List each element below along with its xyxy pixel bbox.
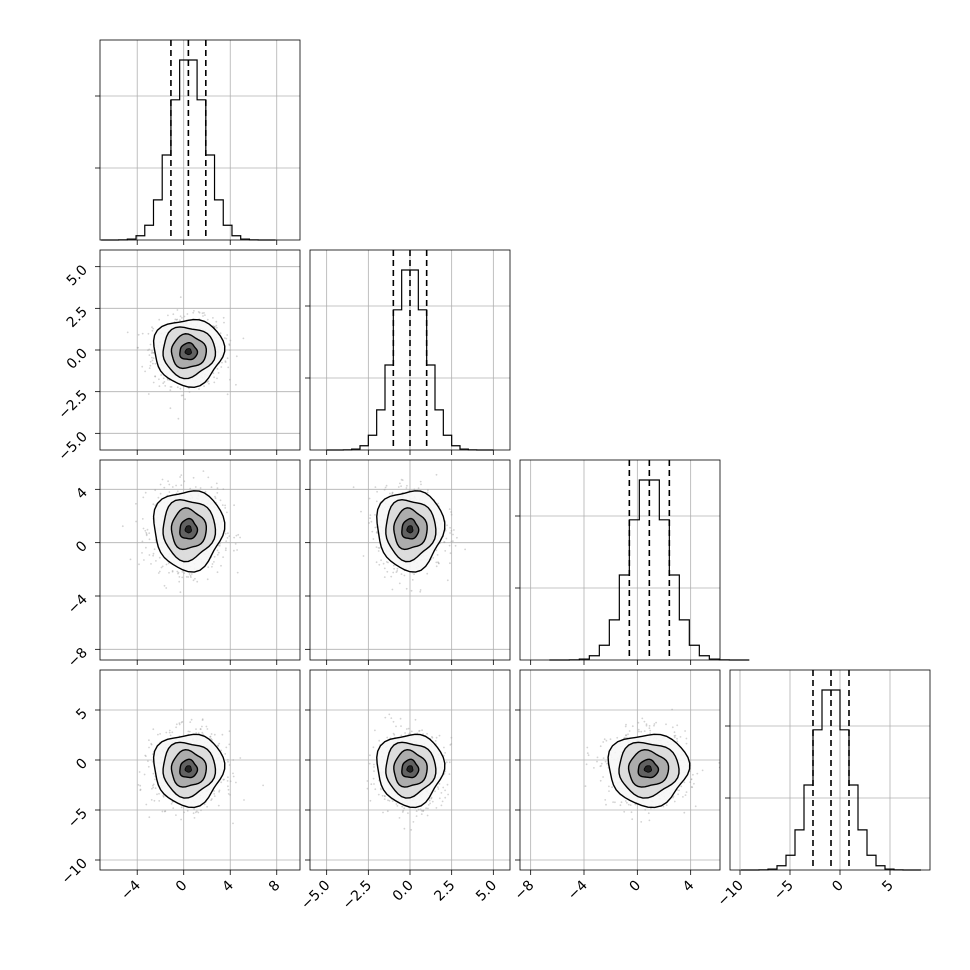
x-tick-label-p0-1: 0: [173, 878, 191, 896]
x-tick-label-p1-4: 5.0: [473, 878, 500, 905]
x-tick-label-p2-2: 0: [627, 878, 645, 896]
x-tick-label-p3-3: 5: [879, 878, 897, 896]
x-tick-label-p1-3: 2.5: [431, 878, 458, 905]
contour-p1-p3-4: [406, 765, 414, 773]
x-tick-label-p0-2: 4: [219, 877, 237, 895]
x-tick-label-p1-1: −2.5: [340, 878, 375, 913]
y-tick-label-p2-2: 0: [73, 538, 91, 556]
y-tick-label-p2-3: 4: [73, 485, 91, 503]
y-tick-label-p1-3: 2.5: [64, 304, 91, 331]
hist-panel-p2: [519, 459, 721, 661]
y-tick-label-p1-2: 0.0: [64, 346, 91, 373]
y-tick-label-p3-3: 5: [73, 706, 91, 724]
y-tick-label-p1-4: 5.0: [64, 262, 91, 289]
joint-panel-p0-p3: [99, 669, 301, 871]
joint-panel-p2-p3: [519, 669, 721, 871]
x-tick-label-p2-3: 4: [680, 877, 698, 895]
hist-panel-p0: [99, 39, 301, 241]
y-tick-label-p3-0: −10: [59, 856, 91, 888]
contour-p0-p1-4: [184, 348, 192, 356]
x-tick-label-p0-0: −4: [118, 877, 144, 903]
x-tick-label-p0-3: 8: [266, 878, 284, 896]
x-tick-label-p3-0: −10: [715, 878, 747, 910]
y-tick-label-p3-2: 0: [73, 756, 91, 774]
contour-p0-p3-4: [184, 765, 192, 773]
contour-p0-p2-4: [184, 525, 192, 534]
x-tick-label-p2-1: −4: [565, 877, 591, 903]
x-tick-label-p1-0: −5.0: [298, 878, 333, 913]
y-tick-label-p3-1: −5: [65, 806, 91, 832]
y-tick-label-p2-0: −8: [65, 645, 91, 671]
x-tick-label-p2-0: −8: [512, 878, 538, 904]
y-tick-label-p1-0: −5.0: [55, 429, 90, 464]
joint-panel-p0-p2: [99, 459, 301, 661]
y-tick-label-p2-1: −4: [65, 591, 91, 617]
x-tick-label-p3-2: 0: [829, 878, 847, 896]
y-tick-label-p1-1: −2.5: [55, 387, 90, 422]
x-tick-label-p3-1: −5: [771, 878, 797, 904]
contour-p1-p2-4: [406, 525, 414, 534]
x-tick-label-p1-2: 0.0: [390, 878, 417, 905]
hist-panel-p3: [729, 669, 931, 871]
contour-p2-p3-4: [643, 765, 652, 773]
